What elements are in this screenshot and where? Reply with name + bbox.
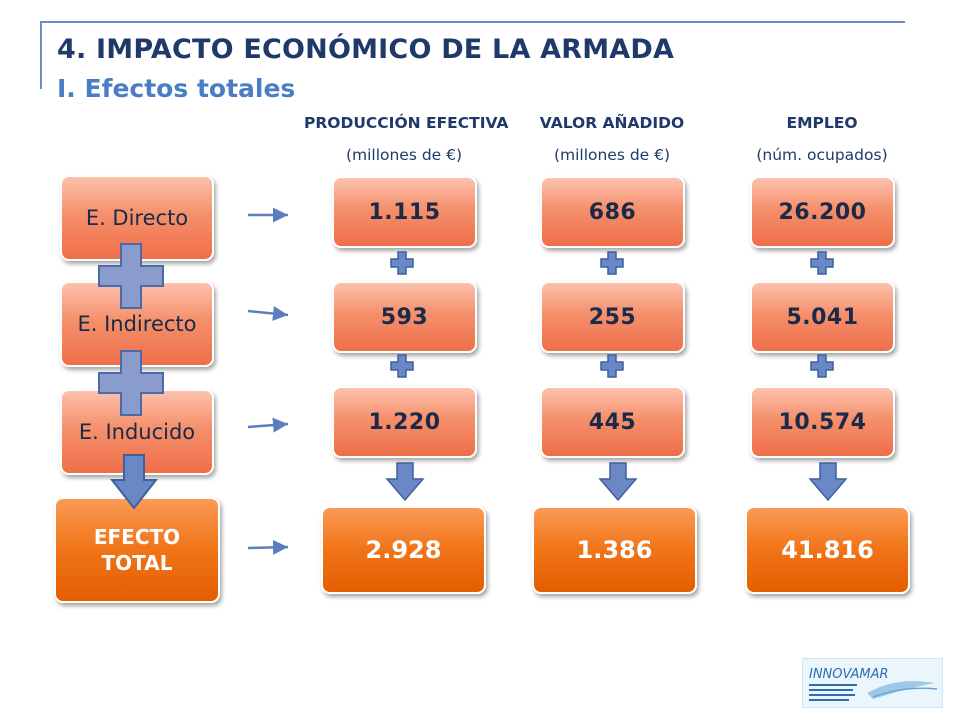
title-frame-top [40, 21, 905, 23]
right-arrow-icon [247, 539, 289, 555]
value-produccion-total: 2.928 [321, 506, 486, 594]
row-label-indirecto: E. Indirecto [60, 281, 214, 367]
title-frame-left [40, 21, 42, 89]
value-produccion-indirecto: 593 [332, 281, 477, 353]
page-subtitle: I. Efectos totales [57, 74, 296, 103]
column-header-valor-anadido: VALOR AÑADIDO (millones de €) [512, 114, 712, 164]
column-heading: PRODUCCIÓN EFECTIVA [304, 114, 509, 132]
plus-icon [600, 251, 624, 275]
down-arrow-icon [385, 462, 425, 502]
value-empleo-directo: 26.200 [750, 176, 895, 248]
value-produccion-inducido: 1.220 [332, 386, 477, 458]
right-arrow-icon [247, 417, 289, 433]
plus-icon [98, 350, 164, 416]
column-header-empleo: EMPLEO (núm. ocupados) [722, 114, 922, 164]
column-unit: (millones de €) [553, 146, 671, 164]
down-arrow-icon [109, 454, 159, 510]
plus-icon [390, 354, 414, 378]
column-header-produccion: PRODUCCIÓN EFECTIVA (millones de €) [304, 114, 509, 164]
plus-icon [98, 243, 164, 309]
right-arrow-icon [247, 306, 289, 321]
plus-icon [600, 354, 624, 378]
value-valor-indirecto: 255 [540, 281, 685, 353]
plus-icon [390, 251, 414, 275]
value-valor-directo: 686 [540, 176, 685, 248]
column-unit: (millones de €) [345, 146, 463, 164]
value-produccion-directo: 1.115 [332, 176, 477, 248]
plus-icon [810, 354, 834, 378]
down-arrow-icon [598, 462, 638, 502]
value-valor-inducido: 445 [540, 386, 685, 458]
value-empleo-total: 41.816 [745, 506, 910, 594]
value-empleo-indirecto: 5.041 [750, 281, 895, 353]
column-heading: EMPLEO [786, 114, 858, 132]
svg-text:INNOVAMAR: INNOVAMAR [809, 667, 889, 682]
value-empleo-inducido: 10.574 [750, 386, 895, 458]
row-label-efecto-total: EFECTO TOTAL [54, 497, 220, 603]
row-label-directo: E. Directo [60, 175, 214, 261]
innovamar-logo: INNOVAMAR [802, 658, 943, 708]
plus-icon [810, 251, 834, 275]
value-valor-total: 1.386 [532, 506, 697, 594]
column-unit: (núm. ocupados) [756, 146, 888, 164]
page-title: 4. IMPACTO ECONÓMICO DE LA ARMADA [57, 34, 675, 65]
down-arrow-icon [808, 462, 848, 502]
column-heading: VALOR AÑADIDO [539, 114, 685, 132]
